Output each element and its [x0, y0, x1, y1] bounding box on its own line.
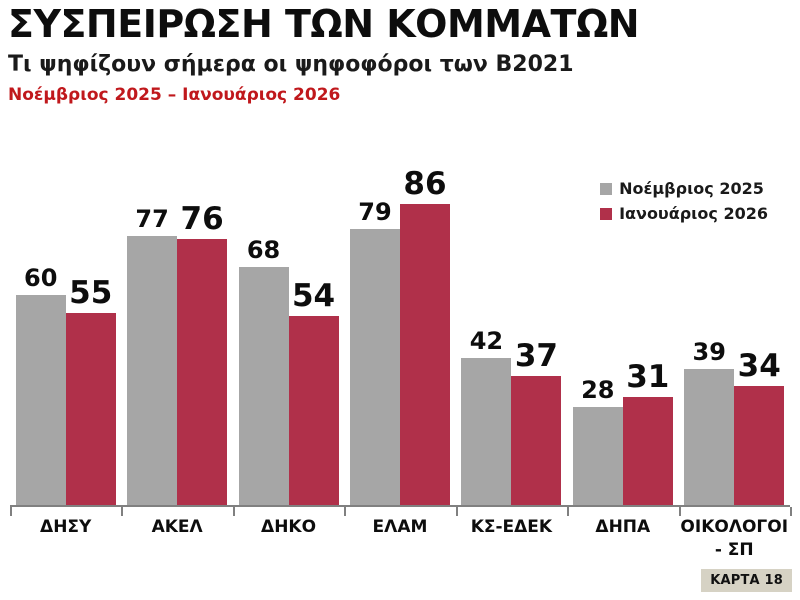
bar-group: 42 37	[456, 130, 567, 505]
bar[interactable]	[734, 386, 785, 505]
bar-group: 68 54	[233, 130, 344, 505]
bar-group: 60 55	[10, 130, 121, 505]
legend-swatch-icon	[600, 208, 613, 220]
x-axis-label: ΚΣ-ΕΔΕΚ	[470, 517, 553, 537]
legend-swatch-icon	[600, 183, 613, 195]
bar-wrapper: 31	[622, 361, 673, 505]
bar-group: 39 34	[679, 130, 790, 505]
axis-tick	[790, 507, 792, 516]
bar[interactable]	[349, 228, 400, 505]
bar-value-label: 55	[69, 274, 113, 311]
bar[interactable]	[511, 375, 562, 505]
bar-value-label: 77	[135, 204, 169, 233]
bar-value-label: 34	[737, 348, 781, 384]
bar-value-label: 86	[403, 166, 447, 202]
bar[interactable]	[399, 204, 450, 505]
axis-tick	[455, 507, 458, 516]
chart-header: ΣΥΣΠΕΙΡΩΣΗ ΤΩΝ ΚΟΜΜΑΤΩΝ Τι ψηφίζουν σήμε…	[8, 2, 788, 107]
bar-wrapper: 60	[15, 266, 66, 505]
bar[interactable]	[461, 358, 512, 505]
bar[interactable]	[65, 312, 116, 505]
x-axis-labels: ΔΗΣΥ ΑΚΕΛ ΔΗΚΟ ΕΛΑΜ ΚΣ-ΕΔΕΚ ΔΗΠΑ ΟΙΚΟΛΟΓΟΙ - Σ…	[10, 516, 790, 562]
x-axis-label: ΕΛΑΜ	[372, 517, 428, 537]
bar-wrapper: 28	[572, 378, 623, 505]
chart-subtitle: Τι ψηφίζουν σήμερα οι ψηφοφόροι των Β202…	[8, 52, 574, 77]
bar-wrapper: 77	[127, 207, 178, 505]
status-badge: ΚΑΡΤΑ 18	[701, 569, 792, 592]
bar-wrapper: 86	[399, 169, 450, 505]
bar-value-label: 60	[24, 264, 58, 292]
bar[interactable]	[622, 396, 673, 505]
chart-legend: Νοέμβριος 2025 Ιανουάριος 2026	[600, 180, 768, 223]
page-title: ΣΥΣΠΕΙΡΩΣΗ ΤΩΝ ΚΟΜΜΑΤΩΝ	[8, 2, 640, 46]
bar[interactable]	[288, 316, 339, 505]
chart-date-range: Νοέμβριος 2025 – Ιανουάριος 2026	[8, 85, 341, 105]
bar-wrapper: 42	[461, 329, 512, 505]
bar-value-label: 42	[469, 327, 504, 355]
axis-tick	[567, 507, 570, 516]
bar[interactable]	[572, 407, 623, 505]
legend-item-label: Νοέμβριος 2025	[619, 179, 764, 198]
bar-group: 79 86	[344, 130, 455, 505]
bar-value-label: 37	[514, 337, 558, 374]
bar-groups: 60 55 77 76 68 54 79 86 42 37 28 31 39 34	[10, 130, 790, 505]
bar[interactable]	[15, 295, 66, 505]
legend-item[interactable]: Ιανουάριος 2026	[600, 205, 768, 223]
x-axis-label: ΑΚΕΛ	[151, 517, 203, 537]
axis-tick	[678, 507, 681, 516]
bar-wrapper: 34	[734, 351, 785, 505]
x-axis-label: ΔΗΣΥ	[40, 517, 92, 537]
bar-wrapper: 39	[684, 340, 735, 505]
axis-tick	[344, 507, 347, 516]
bar-value-label: 54	[291, 278, 336, 314]
legend-item[interactable]: Νοέμβριος 2025	[600, 180, 768, 198]
bar-value-label: 68	[246, 236, 281, 264]
bar-value-label: 79	[358, 197, 392, 226]
bar-value-label: 28	[581, 376, 615, 404]
bar-wrapper: 76	[177, 204, 228, 505]
bar-wrapper: 37	[511, 340, 562, 505]
bar-wrapper: 54	[288, 281, 339, 505]
bar-wrapper: 55	[65, 277, 116, 505]
chart-plot-area: 60 55 77 76 68 54 79 86 42 37 28 31 39 34	[0, 130, 800, 505]
x-axis-label: ΔΗΚΟ	[261, 517, 317, 537]
bar[interactable]	[684, 368, 735, 505]
bar[interactable]	[238, 267, 289, 505]
bar-value-label: 76	[180, 201, 224, 237]
legend-item-label: Ιανουάριος 2026	[619, 204, 768, 223]
bar-wrapper: 79	[349, 200, 400, 505]
x-axis-line	[10, 505, 792, 516]
bar-group: 77 76	[121, 130, 232, 505]
bar[interactable]	[127, 235, 178, 505]
axis-tick	[232, 507, 235, 516]
bar-value-label: 39	[692, 337, 726, 366]
bar[interactable]	[177, 239, 228, 505]
bar-group: 28 31	[567, 130, 678, 505]
axis-tick	[10, 507, 12, 516]
bar-wrapper: 68	[238, 238, 289, 505]
axis-tick	[121, 507, 124, 516]
x-axis-label: ΔΗΠΑ	[595, 517, 651, 537]
bar-value-label: 31	[626, 358, 670, 395]
x-axis-label: ΟΙΚΟΛΟΓΟΙ - ΣΠ	[680, 517, 789, 560]
